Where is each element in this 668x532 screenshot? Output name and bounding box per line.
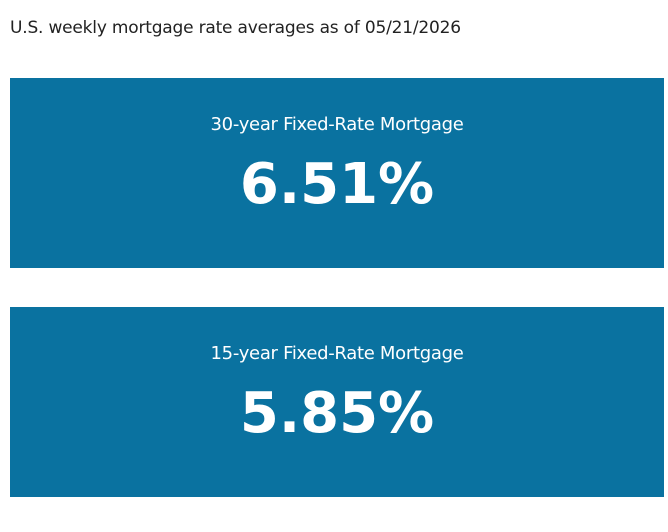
page-title: U.S. weekly mortgage rate averages as of… <box>10 18 461 38</box>
rate-card: 30-year Fixed-Rate Mortgage 6.51% <box>10 78 664 268</box>
rate-value: 6.51% <box>239 152 435 217</box>
rate-value: 5.85% <box>239 381 435 446</box>
rate-label: 30-year Fixed-Rate Mortgage <box>210 114 464 135</box>
rate-label: 15-year Fixed-Rate Mortgage <box>210 343 464 364</box>
rate-card: 15-year Fixed-Rate Mortgage 5.85% <box>10 307 664 497</box>
